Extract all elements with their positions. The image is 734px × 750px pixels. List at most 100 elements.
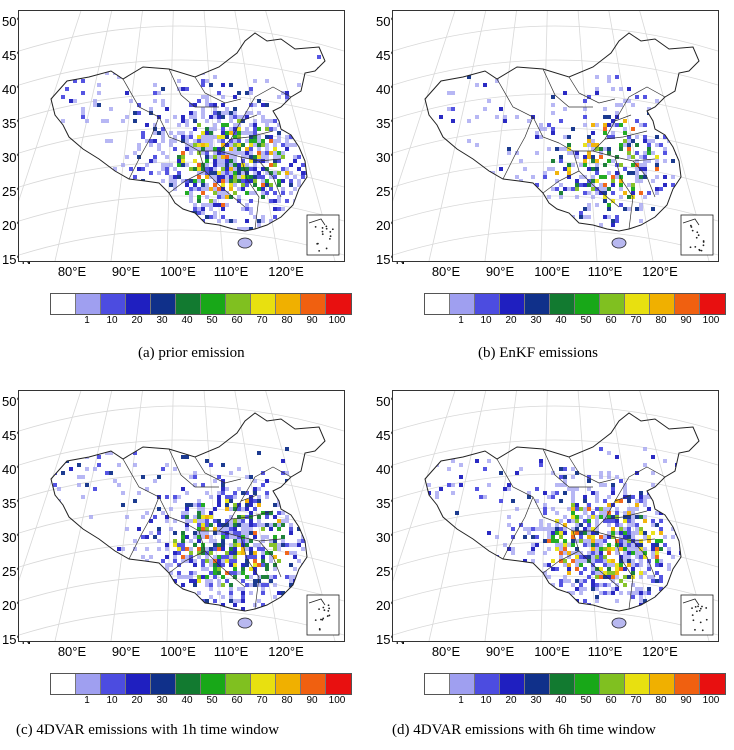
emission-cell xyxy=(189,195,193,199)
emission-cell xyxy=(515,579,519,583)
emission-cell xyxy=(189,115,193,119)
emission-cell xyxy=(655,511,659,515)
emission-cell xyxy=(249,499,253,503)
emission-cell xyxy=(599,535,603,539)
emission-cell xyxy=(233,527,237,531)
emission-cell xyxy=(563,523,567,527)
emission-map xyxy=(393,391,718,641)
emission-cell xyxy=(161,559,165,563)
emission-cell xyxy=(181,139,185,143)
emission-cell xyxy=(427,413,431,415)
emission-cell xyxy=(571,535,575,539)
emission-cell xyxy=(563,559,567,563)
emission-cell xyxy=(281,519,285,523)
emission-cell xyxy=(205,231,209,235)
emission-cell xyxy=(595,203,599,207)
emission-cell xyxy=(277,139,281,143)
colorbar-tick-label: 80 xyxy=(655,315,667,326)
emission-cell xyxy=(571,127,575,131)
emission-cell xyxy=(201,551,205,555)
emission-cell xyxy=(639,563,643,567)
province-border xyxy=(542,68,593,108)
emission-cell xyxy=(253,131,257,135)
emission-cell xyxy=(225,519,229,523)
emission-cell xyxy=(293,591,297,595)
emission-cell xyxy=(603,571,607,575)
emission-cell xyxy=(559,195,563,199)
emission-cell xyxy=(197,575,201,579)
emission-cell xyxy=(615,475,619,479)
latitude-gridline xyxy=(393,25,718,52)
emission-cell xyxy=(161,511,165,515)
emission-cell xyxy=(459,463,463,467)
emission-cell xyxy=(643,551,647,555)
emission-cell xyxy=(257,175,261,179)
emission-cell xyxy=(595,91,599,95)
emission-cell xyxy=(309,187,313,191)
emission-cell xyxy=(583,163,587,167)
emission-cell xyxy=(193,183,197,187)
emission-cell xyxy=(611,199,615,203)
emission-cell xyxy=(161,131,165,135)
emission-cell xyxy=(647,159,651,163)
emission-cell xyxy=(587,135,591,139)
emission-cell xyxy=(623,535,627,539)
emission-cell xyxy=(643,547,647,551)
emission-cell xyxy=(431,439,435,443)
emission-cell xyxy=(193,203,197,207)
emission-cell xyxy=(607,511,611,515)
emission-cell xyxy=(611,131,615,135)
emission-cell xyxy=(257,451,261,455)
emission-cell xyxy=(217,219,221,223)
emission-cell xyxy=(133,463,137,467)
emission-cell xyxy=(185,135,189,139)
emission-cell xyxy=(97,91,101,95)
emission-cell xyxy=(635,523,639,527)
emission-cell xyxy=(77,463,81,467)
emission-cell xyxy=(217,115,221,119)
emission-cell xyxy=(559,147,563,151)
emission-cell xyxy=(615,575,619,579)
emission-cell xyxy=(213,231,217,235)
emission-cell xyxy=(615,519,619,523)
emission-cell xyxy=(205,183,209,187)
emission-cell xyxy=(197,539,201,543)
emission-cell xyxy=(233,547,237,551)
emission-cell xyxy=(463,427,467,431)
emission-cell xyxy=(651,483,655,487)
emission-cell xyxy=(205,163,209,167)
emission-cell xyxy=(145,487,149,491)
emission-cell xyxy=(615,587,619,591)
emission-cell xyxy=(583,587,587,591)
emission-cell xyxy=(173,179,177,183)
emission-cell xyxy=(285,543,289,547)
emission-cell xyxy=(595,583,599,587)
emission-cell xyxy=(153,535,157,539)
emission-cell xyxy=(201,207,205,211)
emission-cell xyxy=(531,527,535,531)
province-border xyxy=(240,466,292,502)
emission-cell xyxy=(193,475,197,479)
emission-cell xyxy=(253,499,257,503)
emission-cell xyxy=(113,167,117,171)
emission-cell xyxy=(161,103,165,107)
emission-cell xyxy=(281,491,285,495)
emission-cell xyxy=(313,135,317,139)
emission-cell xyxy=(169,179,173,183)
emission-cell xyxy=(257,503,261,507)
emission-cell xyxy=(181,603,185,607)
emission-cell xyxy=(141,535,145,539)
province-border xyxy=(240,86,292,122)
emission-cell xyxy=(595,499,599,503)
emission-cell xyxy=(635,159,639,163)
emission-cell xyxy=(595,167,599,171)
country-outline xyxy=(50,32,326,232)
emission-cell xyxy=(631,543,635,547)
colorbar-swatch xyxy=(650,294,675,314)
emission-cell xyxy=(575,507,579,511)
emission-cell xyxy=(269,175,273,179)
emission-cell xyxy=(197,499,201,503)
emission-cell xyxy=(181,455,185,459)
emission-cell xyxy=(297,539,301,543)
latitude-gridline xyxy=(19,473,344,500)
